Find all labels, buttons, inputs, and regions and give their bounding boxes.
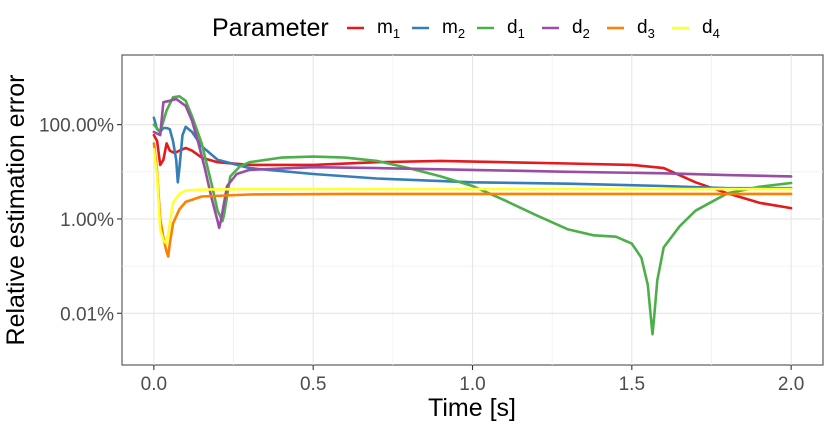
legend-label-d3: d3 [637, 17, 655, 41]
x-tick-label: 0.0 [141, 374, 167, 395]
legend: Parameter m1 m2 d1 d2 d3 d4 [212, 14, 720, 42]
series-layer [152, 95, 793, 336]
x-tick-label: 2.0 [778, 374, 804, 395]
x-axis: 0.0 0.5 1.0 1.5 2.0 [141, 365, 804, 395]
legend-label-d4: d4 [702, 17, 720, 41]
y-tick-label: 100.00% [39, 116, 114, 137]
y-tick-label: 1.00% [60, 210, 114, 231]
legend-label-d2: d2 [572, 17, 590, 41]
x-axis-title: Time [s] [428, 394, 516, 422]
y-tick-label: 0.01% [60, 304, 114, 325]
y-axis-title: Relative estimation error [2, 75, 30, 346]
legend-title: Parameter [212, 14, 329, 42]
x-tick-label: 1.0 [459, 374, 485, 395]
legend-label-m2: m2 [442, 17, 465, 41]
series-line-d3 [152, 142, 793, 258]
x-tick-label: 0.5 [300, 374, 326, 395]
series-line-d1 [152, 95, 793, 336]
legend-label-d1: d1 [507, 17, 525, 41]
series-line-m2 [152, 116, 793, 190]
x-tick-label: 1.5 [619, 374, 645, 395]
series-line-d4 [152, 148, 793, 245]
grid [122, 55, 823, 365]
y-axis: 100.00% 1.00% 0.01% [39, 116, 122, 325]
series-line-d2 [152, 97, 793, 230]
legend-label-m1: m1 [377, 17, 400, 41]
legend-entries: m1 m2 d1 d2 d3 d4 [347, 17, 720, 41]
plot-panel [121, 54, 824, 366]
